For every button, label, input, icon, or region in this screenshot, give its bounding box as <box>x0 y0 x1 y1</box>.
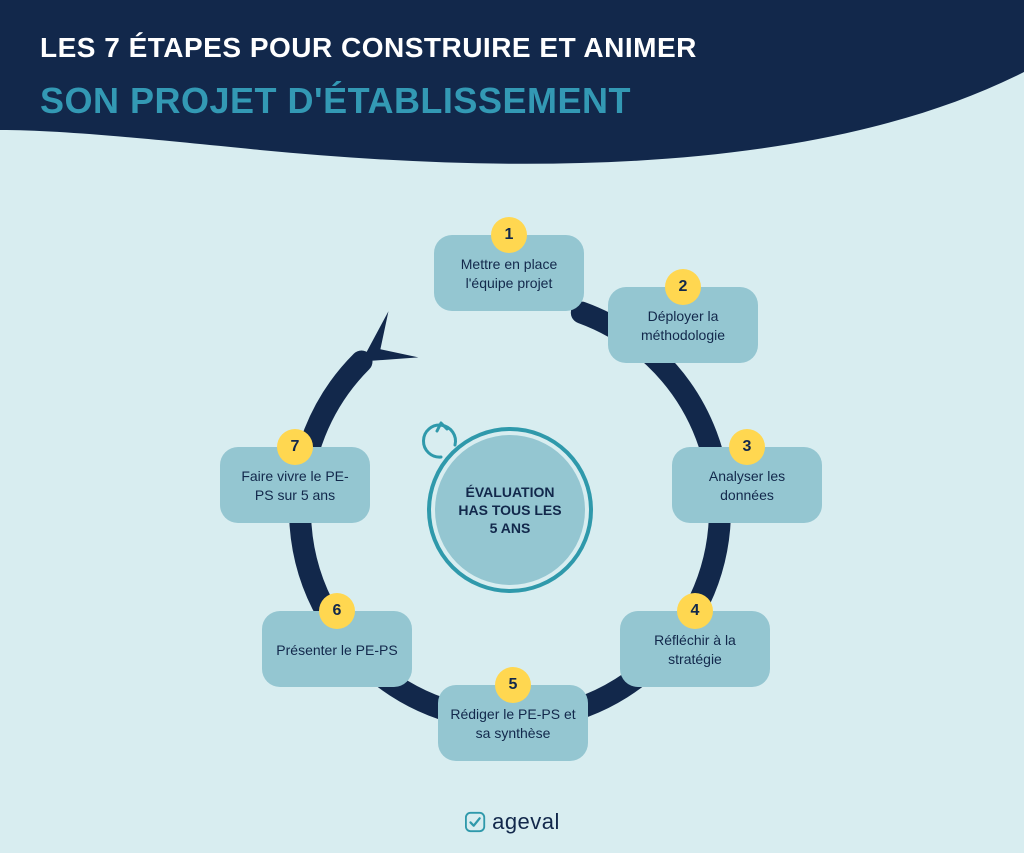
step-7: 7Faire vivre le PE-PS sur 5 ans <box>220 447 370 523</box>
center-circle: ÉVALUATION HAS TOUS LES 5 ANS <box>435 435 585 585</box>
cycle-diagram: ÉVALUATION HAS TOUS LES 5 ANS 1Mettre en… <box>190 215 830 795</box>
step-label-4: Réfléchir à la stratégie <box>632 631 758 669</box>
step-label-6: Présenter le PE-PS <box>276 641 397 660</box>
step-4: 4Réfléchir à la stratégie <box>620 611 770 687</box>
step-badge-4: 4 <box>677 593 713 629</box>
step-label-1: Mettre en place l'équipe projet <box>446 255 572 293</box>
step-badge-7: 7 <box>277 429 313 465</box>
step-1: 1Mettre en place l'équipe projet <box>434 235 584 311</box>
step-label-7: Faire vivre le PE-PS sur 5 ans <box>232 467 358 505</box>
checkbox-icon <box>464 811 486 833</box>
step-label-5: Rédiger le PE-PS et sa synthèse <box>450 705 576 743</box>
step-badge-5: 5 <box>495 667 531 703</box>
center-label: ÉVALUATION HAS TOUS LES 5 ANS <box>453 483 567 538</box>
step-6: 6Présenter le PE-PS <box>262 611 412 687</box>
center-inner-arrow <box>421 421 461 461</box>
step-label-2: Déployer la méthodologie <box>620 307 746 345</box>
brand-name: ageval <box>492 809 560 835</box>
step-badge-3: 3 <box>729 429 765 465</box>
step-badge-1: 1 <box>491 217 527 253</box>
step-2: 2Déployer la méthodologie <box>608 287 758 363</box>
step-badge-2: 2 <box>665 269 701 305</box>
title-line1: LES 7 ÉTAPES POUR CONSTRUIRE ET ANIMER <box>40 32 697 64</box>
step-3: 3Analyser les données <box>672 447 822 523</box>
brand-logo: ageval <box>464 809 560 835</box>
step-badge-6: 6 <box>319 593 355 629</box>
step-label-3: Analyser les données <box>684 467 810 505</box>
step-5: 5Rédiger le PE-PS et sa synthèse <box>438 685 588 761</box>
title-line2: SON PROJET D'ÉTABLISSEMENT <box>40 80 631 122</box>
